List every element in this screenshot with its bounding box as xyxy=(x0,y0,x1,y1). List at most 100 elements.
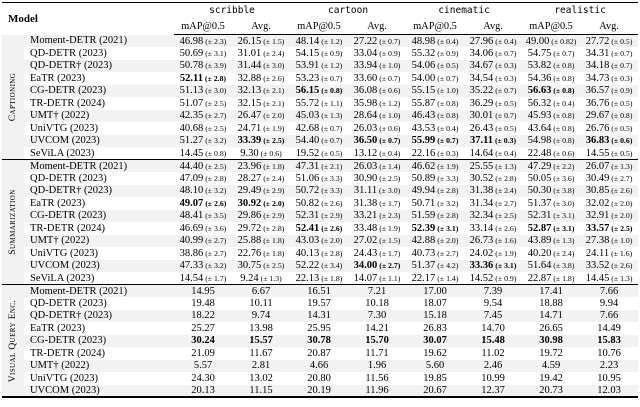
metric-value: 25.95 xyxy=(307,322,331,334)
metric-value: 33.14 (± 2.6) xyxy=(469,222,517,234)
metric-value: 14.31 xyxy=(290,309,349,322)
metric-value: 51.59 (± 2.8) xyxy=(406,209,465,222)
metric-value: 50.82 (± 2.6) xyxy=(295,197,343,209)
model-name: CG-DETR (2023) xyxy=(24,334,175,347)
metric-value: 18.07 xyxy=(423,297,447,309)
metric-value: 31.01 (± 2.4) xyxy=(237,47,285,59)
metric-value: 28.64 (± 1.0) xyxy=(348,109,407,122)
metric-value: 43.03 (± 2.0) xyxy=(290,234,349,247)
metric-value: 54.75 (± 0.7) xyxy=(527,47,575,59)
metric-value: 54.98 (± 0.8) xyxy=(522,134,581,147)
group-header-cinematic: cinematic xyxy=(438,5,490,17)
metric-value: 55.72 (± 1.1) xyxy=(295,97,343,109)
metric-value: 18.22 xyxy=(174,309,233,322)
metric-value: 54.15 (± 0.9) xyxy=(295,47,343,59)
metric-value: 50.89 (± 3.3) xyxy=(411,172,459,184)
metric-value: 16.51 xyxy=(290,284,349,297)
metric-value: 48.98 (± 0.4) xyxy=(406,34,465,47)
metric-value: 56.32 (± 0.4) xyxy=(527,97,575,109)
metric-value: 42.68 (± 0.7) xyxy=(295,122,343,134)
metric-value: 46.43 (± 0.8) xyxy=(406,109,465,122)
metric-value: 30.92 (± 2.0) xyxy=(237,197,285,209)
metric-value: 27.02 (± 1.5) xyxy=(348,234,407,247)
metric-value: 36.76 (± 0.5) xyxy=(585,97,633,109)
metric-value: 9.30 (± 0.6) xyxy=(240,147,282,159)
metric-value: 25.88 (± 1.8) xyxy=(232,234,291,247)
metric-value: 50.69 (± 3.1) xyxy=(179,47,227,59)
metric-value: 30.90 (± 2.5) xyxy=(353,172,401,184)
metric-value: 23.96 (± 1.8) xyxy=(232,159,291,172)
metric-value: 33.36 (± 3.1) xyxy=(464,259,523,272)
metric-value: 14.45 (± 1.3) xyxy=(585,272,633,284)
results-table: Model scribble cartoon cinematic realist… xyxy=(2,2,639,398)
metric-value: 30.98 xyxy=(522,334,581,347)
metric-value: 26.47 (± 2.0) xyxy=(232,109,291,122)
metric-value: 13.02 xyxy=(249,372,273,384)
table-row: QD-DETR (2023) 19.48 10.11 19.57 10.18 18.07 9… xyxy=(2,297,638,310)
metric-value: 18.88 xyxy=(539,297,563,309)
metric-value: 50.72 (± 3.3) xyxy=(290,184,349,197)
metric-value: 11.96 xyxy=(348,384,407,397)
metric-value: 20.13 xyxy=(174,384,233,397)
metric-value: 14.49 xyxy=(597,322,621,334)
metric-value: 45.03 (± 1.3) xyxy=(290,109,349,122)
model-name: Moment-DETR (2021) xyxy=(24,284,175,297)
metric-value: 19.48 xyxy=(191,297,215,309)
metric-value: 7.39 xyxy=(464,284,523,297)
metric-value: 46.62 (± 1.9) xyxy=(406,159,465,172)
metric-value: 22.16 (± 0.3) xyxy=(411,147,459,159)
metric-value: 14.52 (± 0.9) xyxy=(469,272,517,284)
metric-value: 22.17 (± 1.4) xyxy=(411,272,459,284)
metric-value: 28.27 (± 2.4) xyxy=(237,172,285,184)
metric-value: 14.70 xyxy=(481,322,505,334)
group-header-row: Model scribble cartoon cinematic realist… xyxy=(2,3,638,25)
metric-value: 52.87 (± 3.1) xyxy=(527,222,575,234)
metric-value: 26.76 (± 0.5) xyxy=(585,122,633,134)
metric-value: 50.71 (± 3.2) xyxy=(411,197,459,209)
metric-value: 7.30 xyxy=(348,309,407,322)
col-header-scribble-map: mAP@0.5 xyxy=(174,18,233,35)
section-summarization: Summarization Moment-DETR (2021) 44.40 (± … xyxy=(2,159,639,285)
metric-value: 17.00 xyxy=(406,284,465,297)
metric-value: 12.37 xyxy=(464,384,523,397)
metric-value: 24.02 (± 1.9) xyxy=(469,247,517,259)
table-row: UMT† (2022) 42.35 (± 2.7) 26.47 (± 2.0) 45.… xyxy=(2,109,639,122)
table-row: CG-DETR (2023) 51.13 (± 3.0) 32.13 (± 2.1)… xyxy=(2,84,639,97)
table-row: UMT† (2022) 5.57 2.81 4.66 1.96 5.60 2.46 4.59 2… xyxy=(2,359,639,372)
metric-value: 56.15 (± 0.8) xyxy=(290,84,349,97)
metric-value: 35.22 (± 0.7) xyxy=(464,84,523,97)
metric-value: 30.85 (± 2.6) xyxy=(580,184,639,197)
metric-value: 49.00 (± 0.82) xyxy=(522,34,581,47)
table-row: Visual Query Enc. Moment-DETR (2021) 14.95… xyxy=(2,284,639,397)
metric-value: 14.64 (± 0.4) xyxy=(469,147,517,159)
metric-value: 25.27 xyxy=(191,322,215,334)
model-name: TR-DETR (2024) xyxy=(30,347,105,359)
metric-value: 26.43 (± 0.5) xyxy=(469,122,517,134)
metric-value: 27.72 (± 0.5) xyxy=(580,34,639,47)
metric-value: 40.13 (± 2.8) xyxy=(295,247,343,259)
metric-value: 19.62 xyxy=(423,347,447,359)
metric-value: 35.98 (± 1.2) xyxy=(353,97,401,109)
metric-value: 43.89 (± 1.3) xyxy=(522,234,581,247)
model-name: UMT† (2022) xyxy=(24,234,175,247)
metric-value: 31.34 (± 2.7) xyxy=(469,197,517,209)
model-name: QD-DETR† (2023) xyxy=(24,184,175,197)
metric-value: 33.60 (± 0.7) xyxy=(353,72,401,84)
section-label-cell: Captioning xyxy=(2,34,24,160)
table-row: CG-DETR (2023) 30.24 15.57 30.78 15.70 30.07 1… xyxy=(2,334,639,347)
metric-value: 53.91 (± 1.2) xyxy=(290,59,349,72)
model-name: QD-DETR (2023) xyxy=(30,47,107,59)
metric-value: 26.07 (± 1.3) xyxy=(580,159,639,172)
metric-value: 25.55 (± 1.3) xyxy=(464,159,523,172)
model-name: UniVTG (2023) xyxy=(30,372,98,384)
metric-value: 53.23 (± 0.7) xyxy=(295,72,343,84)
metric-value: 5.60 xyxy=(406,359,465,372)
metric-value: 14.71 xyxy=(522,309,581,322)
table-row: UMT† (2022) 40.99 (± 2.7) 25.88 (± 1.8) 43.… xyxy=(2,234,639,247)
metric-value: 9.74 xyxy=(232,309,291,322)
metric-value: 15.48 xyxy=(464,334,523,347)
metric-value: 27.96 (± 0.4) xyxy=(464,34,523,47)
metric-value: 48.10 (± 3.2) xyxy=(174,184,233,197)
metric-value: 40.20 (± 2.4) xyxy=(527,247,575,259)
metric-value: 44.40 (± 2.5) xyxy=(174,159,233,172)
